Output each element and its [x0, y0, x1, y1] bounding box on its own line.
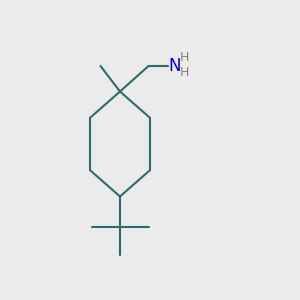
Text: H: H	[179, 66, 189, 79]
Text: H: H	[179, 51, 189, 64]
Text: N: N	[168, 57, 181, 75]
